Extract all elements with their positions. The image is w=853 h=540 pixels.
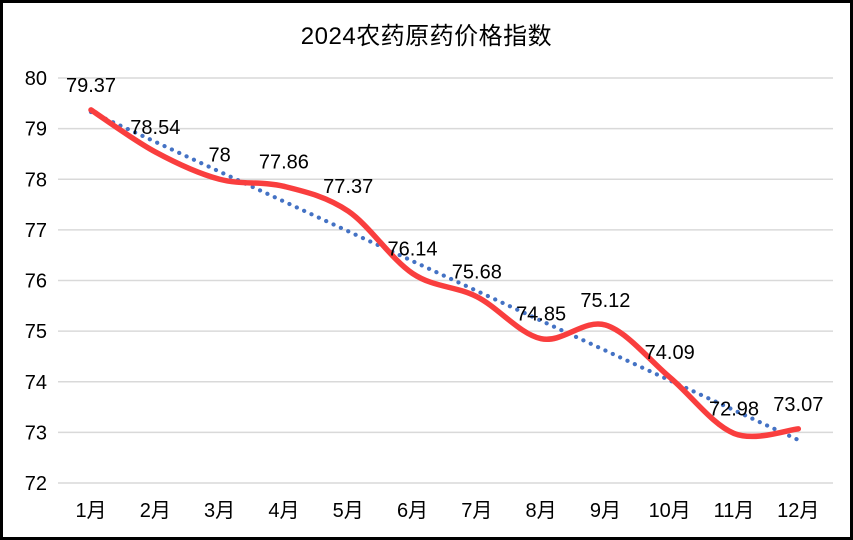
y-axis-label: 77: [25, 220, 47, 242]
y-axis-label: 80: [25, 68, 47, 90]
data-label: 78: [208, 144, 230, 166]
y-axis-label: 79: [25, 119, 47, 141]
x-axis-label: 4月: [268, 500, 299, 522]
x-axis-label: 10月: [649, 500, 691, 522]
trendline: [88, 109, 801, 443]
x-axis-label: 12月: [777, 500, 819, 522]
x-axis-label: 1月: [75, 500, 106, 522]
x-axis-label: 9月: [590, 500, 621, 522]
x-axis-label: 2月: [140, 500, 171, 522]
data-label: 74.85: [516, 304, 566, 326]
x-axis-label: 7月: [461, 500, 492, 522]
data-label: 73.07: [773, 394, 823, 416]
x-axis-label: 8月: [526, 500, 557, 522]
data-label: 72.98: [709, 398, 759, 420]
data-label: 76.14: [387, 238, 437, 260]
y-axis-label: 75: [25, 321, 47, 343]
data-label: 77.37: [323, 176, 373, 198]
data-label: 78.54: [130, 117, 180, 139]
data-label: 75.12: [580, 290, 630, 312]
y-axis-label: 73: [25, 422, 47, 444]
x-axis-label: 6月: [397, 500, 428, 522]
price-index-line: [88, 107, 802, 440]
x-axis-label: 5月: [333, 500, 364, 522]
x-axis-label: 11月: [714, 500, 755, 522]
y-axis-label: 72: [25, 473, 47, 495]
x-axis-label: 3月: [204, 500, 235, 522]
data-label: 77.86: [259, 151, 309, 173]
y-axis-label: 78: [25, 169, 47, 191]
y-axis-label: 76: [25, 271, 47, 293]
y-axis-label: 74: [25, 372, 47, 394]
data-label: 74.09: [645, 342, 695, 364]
data-label: 79.37: [66, 75, 116, 97]
line-chart-plot: 72 73 74 75 76 77 78 79 80 1月 2月 3月 4月 5月 6月 7月 8月 9月 10月 1…: [25, 68, 833, 522]
data-label: 75.68: [452, 262, 502, 284]
chart-title: 2024农药原药价格指数: [300, 23, 553, 50]
